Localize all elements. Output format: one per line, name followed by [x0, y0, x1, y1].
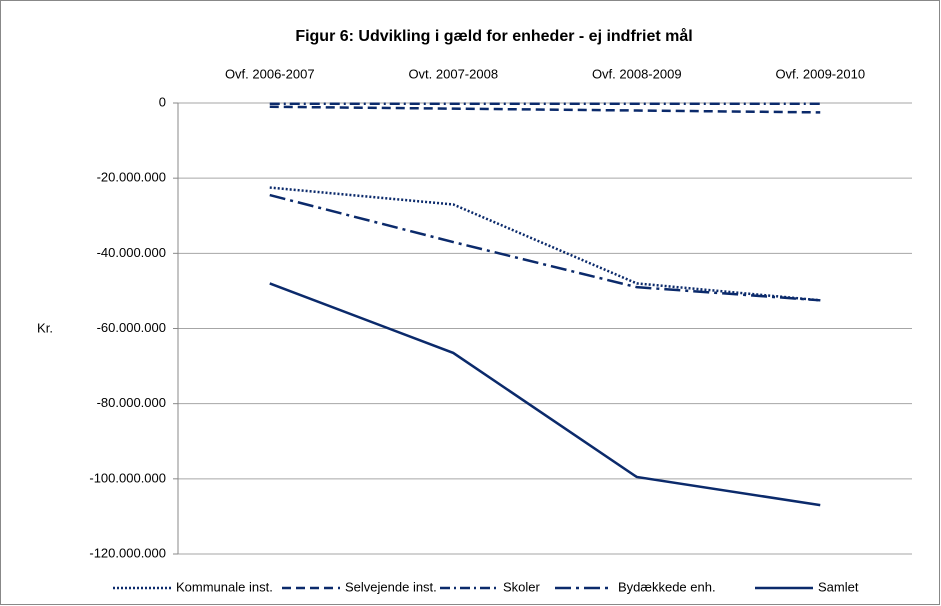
x-tick-label: Ovt. 2007-2008 — [408, 66, 498, 81]
chart-title: Figur 6: Udvikling i gæld for enheder - … — [295, 27, 692, 45]
legend-label: Bydækkede enh. — [618, 579, 716, 594]
legend-label: Kommunale inst. — [176, 579, 273, 594]
y-tick-label: -100.000.000 — [89, 470, 166, 485]
series-line — [269, 282, 821, 507]
y-tick-label: -20.000.000 — [97, 170, 166, 185]
series-line — [269, 193, 821, 302]
x-tick-label: Ovf. 2008-2009 — [592, 66, 682, 81]
x-tick-label: Ovf. 2009-2010 — [775, 66, 865, 81]
y-tick-label: 0 — [159, 94, 166, 109]
y-tick-label: -60.000.000 — [97, 320, 166, 335]
series-line — [269, 186, 821, 302]
y-axis-label: Kr. — [37, 320, 53, 335]
series-line — [269, 105, 821, 114]
legend-label: Samlet — [818, 579, 859, 594]
y-tick-label: -40.000.000 — [97, 245, 166, 260]
legend-label: Skoler — [503, 579, 541, 594]
x-tick-label: Ovf. 2006-2007 — [225, 66, 315, 81]
legend-label: Selvejende inst. — [345, 579, 437, 594]
y-tick-label: -80.000.000 — [97, 395, 166, 410]
y-tick-label: -120.000.000 — [89, 545, 166, 560]
